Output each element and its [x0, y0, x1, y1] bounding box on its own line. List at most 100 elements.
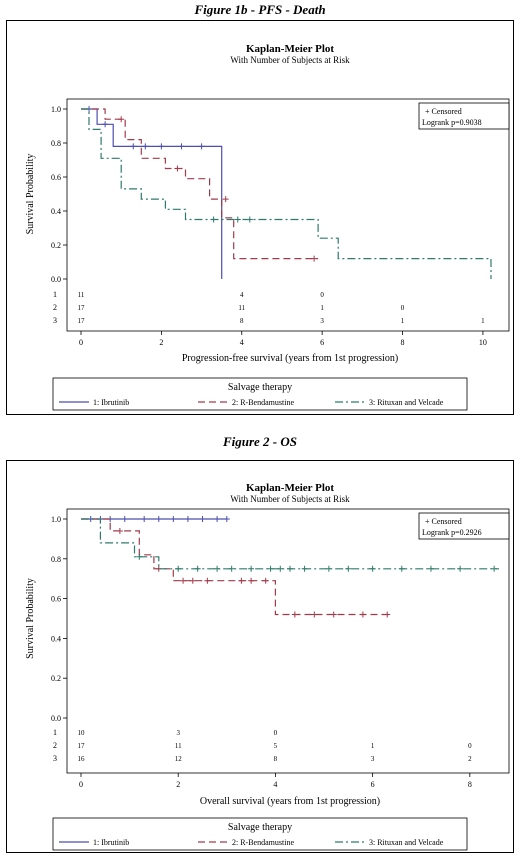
x-tick-label: 8: [401, 338, 405, 347]
y-tick-label: 0.0: [51, 275, 61, 284]
y-tick-label: 0.8: [51, 139, 61, 148]
plot-frame: [66, 508, 510, 774]
censor-mark: [238, 577, 245, 584]
censor-mark: [184, 516, 191, 522]
y-tick-label: 0.0: [51, 714, 61, 723]
x-tick-label: 0: [79, 338, 83, 347]
censor-mark: [174, 165, 181, 172]
risk-row-id: 3: [53, 754, 57, 763]
y-tick-label: 0.4: [51, 207, 61, 216]
km-plot-panel-os: Kaplan-Meier Plot With Number of Subjects…: [6, 460, 514, 853]
legend-title: Salvage therapy: [228, 382, 292, 393]
risk-count: 2: [468, 755, 472, 763]
censor-mark: [142, 143, 149, 150]
risk-count: 3: [176, 729, 180, 737]
km-curve-series-1: [81, 108, 223, 279]
legend-label-series-2: 2: R-Bendamustine: [232, 398, 294, 407]
risk-count: 10: [78, 729, 86, 737]
risk-count: 12: [175, 755, 183, 763]
legend-label-series-1: 1: Ibrutinib: [93, 838, 129, 847]
censor-mark: [180, 577, 187, 584]
chart-subtitle: With Number of Subjects at Risk: [230, 494, 350, 504]
censor-mark: [118, 116, 125, 123]
risk-count: 11: [238, 304, 245, 312]
risk-count: 17: [78, 304, 86, 312]
x-tick-label: 2: [176, 780, 180, 789]
x-tick-label: 6: [371, 780, 375, 789]
risk-count: 0: [320, 291, 324, 299]
legend-label-series-3: 3: Rituxan and Velcade: [369, 398, 444, 407]
censor-mark: [248, 577, 255, 584]
censor-mark: [457, 565, 464, 572]
censor-mark: [427, 565, 434, 572]
censor-mark: [277, 565, 284, 572]
censor-mark: [359, 611, 366, 618]
risk-row-id: 3: [53, 316, 57, 325]
km-plot-panel-pfs: Kaplan-Meier Plot With Number of Subjects…: [6, 20, 514, 415]
logrank-p-label: Logrank p=0.2926: [422, 528, 482, 537]
censor-mark: [204, 577, 211, 584]
censor-mark: [136, 553, 143, 560]
plot-frame: [66, 98, 510, 332]
x-axis-label: Overall survival (years from 1st progres…: [200, 796, 380, 807]
figure-2-caption: Figure 2 - OS: [222, 434, 298, 449]
legend-box: [52, 377, 468, 411]
x-tick-label: 4: [240, 338, 244, 347]
censor-mark: [116, 527, 123, 534]
censor-mark: [102, 121, 109, 128]
censor-mark: [210, 216, 217, 223]
risk-count: 8: [274, 755, 278, 763]
km-curve-series-2: [81, 108, 319, 260]
risk-count: 1: [481, 317, 485, 325]
censor-mark: [330, 611, 337, 618]
y-tick-label: 1.0: [51, 105, 61, 114]
censor-mark: [214, 516, 221, 522]
censor-mark: [155, 516, 162, 522]
censor-mark: [246, 216, 253, 223]
censor-mark: [199, 516, 206, 522]
censored-legend-label: + Censored: [425, 107, 462, 116]
legend-label-series-2: 2: R-Bendamustine: [232, 838, 294, 847]
y-axis-label: Survival Probability: [25, 578, 36, 659]
legend-title: Salvage therapy: [228, 822, 292, 833]
x-tick-label: 6: [320, 338, 324, 347]
censor-mark: [178, 143, 185, 150]
censor-mark: [369, 565, 376, 572]
risk-count: 1: [401, 317, 405, 325]
censor-mark: [301, 565, 308, 572]
risk-count: 4: [240, 291, 244, 299]
y-tick-label: 1.0: [51, 515, 61, 524]
logrank-p-label: Logrank p=0.9038: [422, 118, 482, 127]
risk-count: 1: [371, 742, 375, 750]
x-tick-label: 8: [468, 780, 472, 789]
censor-mark: [234, 216, 241, 223]
chart-subtitle: With Number of Subjects at Risk: [230, 55, 350, 65]
censor-mark: [398, 565, 405, 572]
risk-row-id: 1: [53, 290, 57, 299]
risk-row-id: 2: [53, 741, 57, 750]
y-axis-label: Survival Probability: [25, 154, 36, 235]
y-tick-label: 0.2: [51, 674, 61, 683]
censor-mark: [223, 516, 230, 522]
censor-mark: [198, 143, 205, 150]
x-tick-label: 10: [479, 338, 487, 347]
censor-mark: [170, 516, 177, 522]
censor-mark: [267, 565, 274, 572]
censor-mark: [311, 255, 318, 262]
y-tick-label: 0.2: [51, 241, 61, 250]
x-tick-label: 0: [79, 780, 83, 789]
x-axis-label: Progression-free survival (years from 1s…: [182, 353, 398, 364]
legend-label-series-3: 3: Rituxan and Velcade: [369, 838, 444, 847]
censor-mark: [311, 611, 318, 618]
km-curve-series-2: [81, 518, 393, 616]
censor-mark: [175, 565, 182, 572]
censor-mark: [384, 611, 391, 618]
risk-row-id: 2: [53, 303, 57, 312]
censor-mark: [158, 143, 165, 150]
censor-mark: [121, 516, 128, 522]
risk-count: 16: [78, 755, 86, 763]
risk-count: 0: [468, 742, 472, 750]
censor-logrank-box: [418, 102, 510, 130]
